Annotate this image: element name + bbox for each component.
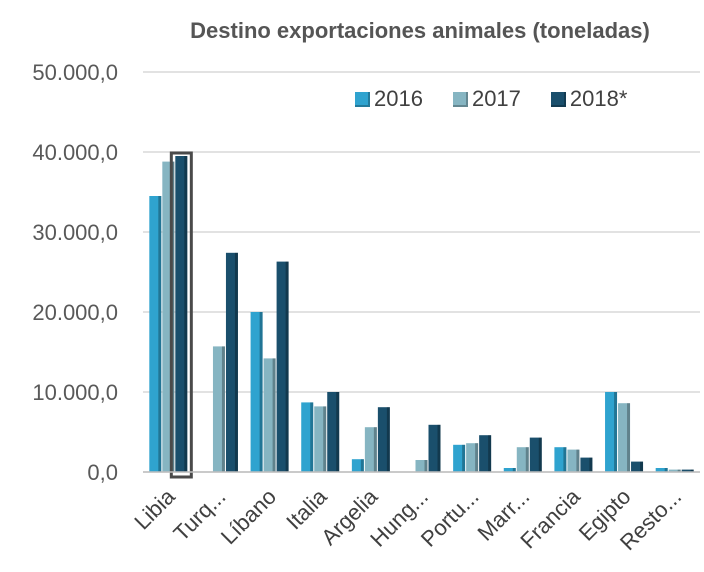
bar-2017-8: [567, 449, 580, 472]
bar-2018-10: [681, 469, 694, 472]
bar-2017-10: [668, 469, 681, 472]
bar-2016-8: [554, 447, 567, 472]
bar-shade: [488, 435, 492, 472]
y-tick-label: 20.000,0: [32, 300, 118, 325]
legend-item: 2018*: [550, 86, 628, 112]
bar-shade: [310, 402, 314, 472]
bar-2016-7: [503, 468, 516, 472]
bar-2017-7: [516, 447, 529, 472]
bar-shade: [525, 447, 529, 472]
bar-2016-0: [149, 196, 162, 472]
bar-shade: [664, 468, 668, 472]
bar-shade: [386, 407, 390, 472]
bar-2016-6: [453, 444, 466, 472]
bar-shade: [234, 252, 238, 472]
legend-item: 2017: [452, 86, 521, 112]
bar-2018-0: [175, 156, 188, 472]
legend-item: 2016: [355, 86, 423, 112]
legend-swatch: [550, 91, 566, 107]
bar-2017-9: [618, 403, 631, 472]
bar-2018-4: [377, 407, 390, 472]
bar-shade: [690, 469, 694, 472]
bar-2016-4: [351, 459, 364, 472]
bar-2018-9: [631, 461, 644, 472]
bar-2017-4: [364, 427, 377, 472]
legend-label: 2017: [471, 86, 521, 111]
x-tick-label: Portu...: [416, 484, 484, 552]
bar-2018-8: [580, 457, 593, 472]
legend-label: 2018*: [569, 86, 628, 111]
bar-shade: [627, 403, 631, 472]
bar-shade: [336, 392, 340, 472]
chart-title: Destino exportaciones animales (tonelada…: [190, 18, 650, 43]
bar-2017-3: [314, 406, 327, 472]
bar-shade: [360, 459, 364, 472]
bar-shade: [538, 437, 542, 472]
bar-2017-5: [415, 460, 428, 472]
bar-2017-6: [466, 443, 479, 472]
legend-swatch: [452, 91, 468, 107]
bar-2018-6: [479, 435, 492, 472]
bar-shade: [221, 346, 225, 472]
bar-2018-3: [327, 392, 340, 472]
bar-2018-1: [225, 252, 238, 472]
bar-shade: [614, 392, 618, 472]
bar-2016-10: [655, 468, 668, 472]
bar-shade: [677, 469, 681, 472]
bar-2018-2: [276, 261, 289, 472]
bar-shade: [184, 156, 188, 472]
bar-shade: [589, 457, 593, 472]
bar-shade: [475, 443, 479, 472]
bar-shade: [462, 444, 466, 472]
bar-2016-3: [301, 402, 314, 472]
bar-2016-2: [250, 312, 263, 472]
bar-shade: [437, 424, 441, 472]
y-tick-label: 0,0: [87, 460, 118, 485]
bar-2016-9: [605, 392, 618, 472]
bar-2017-1: [212, 346, 225, 472]
bar-shade: [576, 449, 580, 472]
bar-shade: [512, 468, 516, 472]
x-tick-label: Líbano: [216, 484, 281, 549]
bar-2018-7: [529, 437, 542, 472]
bar-shade: [563, 447, 567, 472]
y-tick-label: 10.000,0: [32, 380, 118, 405]
bar-2018-5: [428, 424, 441, 472]
bar-shade: [285, 261, 289, 472]
y-tick-label: 40.000,0: [32, 140, 118, 165]
legend-swatch: [355, 91, 370, 107]
bar-shade: [259, 312, 263, 472]
bar-2017-2: [263, 358, 276, 472]
bar-shade: [272, 358, 276, 472]
bar-shade: [373, 427, 377, 472]
selected-bar-outline: [169, 151, 193, 479]
bar-shade: [640, 461, 644, 472]
bar-shade: [323, 406, 327, 472]
y-tick-label: 50.000,0: [32, 60, 118, 85]
y-tick-label: 30.000,0: [32, 220, 118, 245]
legend-label: 2016: [374, 86, 423, 111]
legend: 2016 2017 2018*: [355, 84, 627, 114]
bar-shade: [424, 460, 428, 472]
bar-shade: [158, 196, 162, 472]
